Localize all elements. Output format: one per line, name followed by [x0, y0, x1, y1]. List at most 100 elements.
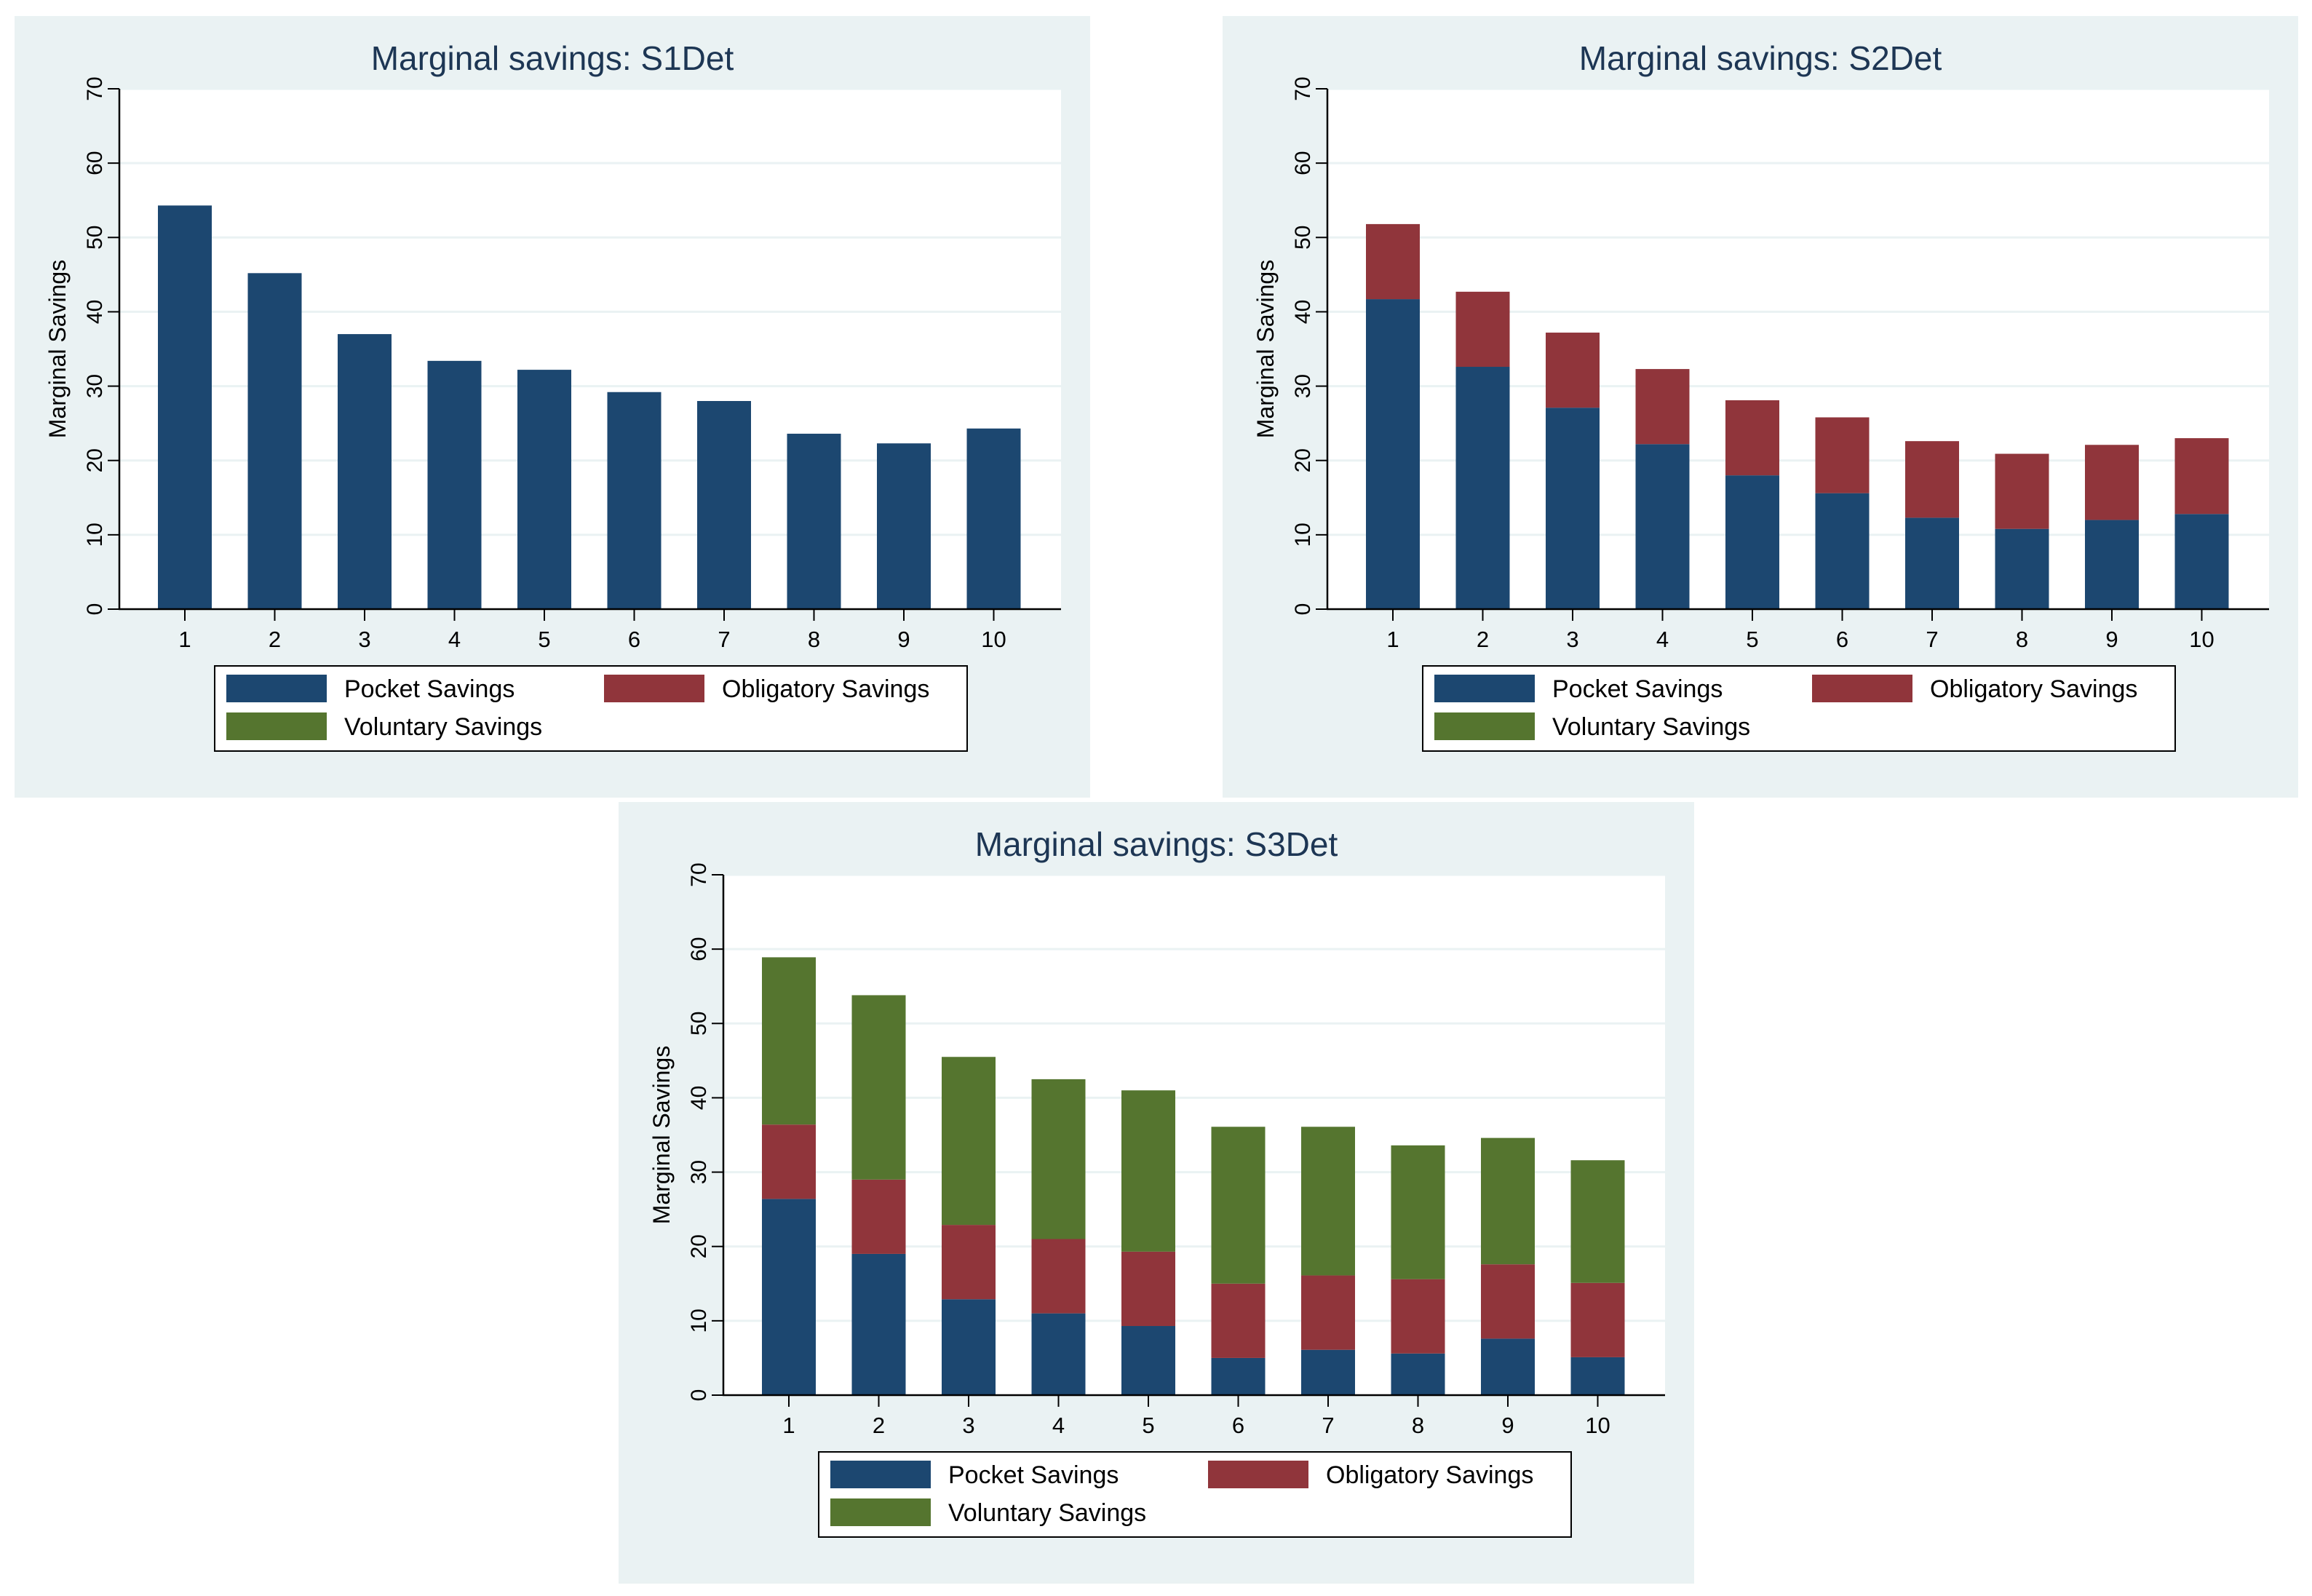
y-axis-title: Marginal Savings: [1252, 260, 1279, 438]
legend-box: [818, 1451, 1572, 1538]
y-tick-label: 40: [83, 300, 107, 324]
bar-obligatory-2: [1455, 291, 1510, 368]
y-tick-label: 0: [687, 1389, 711, 1402]
y-tick-label: 70: [1291, 76, 1315, 100]
bar-pocket-9: [877, 443, 931, 609]
legend-swatch-voluntary: [226, 712, 327, 740]
bar-pocket-6: [607, 392, 662, 609]
legend-label-pocket: Pocket Savings: [1552, 675, 1723, 703]
bar-voluntary-1: [762, 957, 816, 1125]
bar-obligatory-6: [1815, 417, 1870, 493]
chart-panel-s3det: Marginal savings: S3Det 0 10 20 30 40 50 60 70 Ma…: [619, 802, 1694, 1584]
x-tick-label: 9: [2105, 627, 2118, 652]
y-tick-label: 50: [83, 226, 107, 250]
y-axis-title: Marginal Savings: [648, 1046, 675, 1224]
bar-pocket-5: [1121, 1326, 1175, 1395]
y-tick-label: 50: [687, 1012, 711, 1036]
x-tick-label: 1: [1386, 627, 1399, 652]
y-axis-title: Marginal Savings: [44, 260, 71, 438]
bar-obligatory-4: [1635, 369, 1690, 445]
x-tick-label: 8: [2016, 627, 2028, 652]
y-tick-label: 20: [687, 1234, 711, 1258]
y-tick-label: 40: [687, 1086, 711, 1110]
x-tick-label: 5: [1746, 627, 1758, 652]
y-tick-label: 30: [83, 374, 107, 398]
bar-voluntary-6: [1211, 1127, 1266, 1284]
bar-pocket-9: [2085, 520, 2139, 609]
chart-s2det: Marginal savings: S2Det 0 10 20 30 40 50 60 70 Ma…: [1252, 39, 2269, 752]
y-tick-label: 20: [83, 448, 107, 472]
legend-swatch-pocket: [1434, 675, 1535, 702]
x-tick-label: 7: [718, 627, 730, 652]
legend-box: [1422, 665, 2176, 752]
bar-obligatory-5: [1725, 400, 1779, 476]
legend-label-voluntary: Voluntary Savings: [344, 713, 542, 741]
bar-obligatory-8: [1391, 1279, 1445, 1354]
x-tick-label: 4: [1052, 1413, 1065, 1438]
legend-swatch-voluntary: [830, 1498, 931, 1526]
bar-pocket-9: [1481, 1338, 1535, 1395]
y-tick-label: 10: [1291, 523, 1315, 547]
bar-voluntary-2: [851, 995, 906, 1180]
bar-pocket-6: [1815, 493, 1870, 609]
bar-pocket-7: [697, 401, 751, 609]
y-tick-label: 30: [1291, 374, 1315, 398]
x-tick-label: 6: [628, 627, 640, 652]
y-tick-label: 0: [83, 603, 107, 616]
y-tick-label: 20: [1291, 448, 1315, 472]
bar-obligatory-7: [1301, 1275, 1355, 1350]
bar-voluntary-9: [1481, 1138, 1535, 1265]
bar-pocket-4: [1635, 444, 1690, 609]
x-tick-label: 10: [981, 627, 1006, 652]
bar-voluntary-8: [1391, 1145, 1445, 1279]
y-tick-label: 10: [83, 523, 107, 547]
bar-voluntary-10: [1570, 1160, 1625, 1283]
legend-swatch-obligatory: [604, 675, 704, 702]
x-tick-label: 8: [808, 627, 820, 652]
chart-s1det: Marginal savings: S1Det 0 10 20 30 40 50 60 70 Ma…: [44, 39, 1061, 752]
legend-box: [214, 665, 968, 752]
x-tick-label: 6: [1836, 627, 1848, 652]
x-tick-label: 9: [897, 627, 910, 652]
bar-pocket-8: [787, 433, 841, 609]
chart-title: Marginal savings: S3Det: [975, 825, 1338, 863]
legend-swatch-obligatory: [1208, 1461, 1308, 1488]
legend-label-obligatory: Obligatory Savings: [1326, 1461, 1533, 1489]
bar-pocket-4: [427, 360, 482, 609]
x-tick-label: 1: [782, 1413, 795, 1438]
legend-label-pocket: Pocket Savings: [948, 1461, 1119, 1489]
legend-label-pocket: Pocket Savings: [344, 675, 515, 703]
bar-pocket-2: [247, 273, 302, 609]
bar-pocket-1: [158, 205, 212, 610]
y-tick-label: 40: [1291, 300, 1315, 324]
bar-pocket-1: [1366, 299, 1420, 609]
bar-pocket-5: [1725, 475, 1779, 609]
x-tick-label: 8: [1412, 1413, 1424, 1438]
bar-pocket-10: [2174, 514, 2229, 609]
bar-pocket-3: [338, 334, 392, 609]
x-tick-label: 9: [1501, 1413, 1514, 1438]
x-tick-label: 2: [1477, 627, 1489, 652]
bar-obligatory-6: [1211, 1283, 1266, 1358]
bar-pocket-5: [517, 370, 571, 609]
y-tick-label: 60: [83, 151, 107, 175]
x-tick-label: 5: [1142, 1413, 1154, 1438]
bar-pocket-2: [851, 1253, 906, 1395]
chart-title: Marginal savings: S1Det: [371, 39, 734, 77]
chart-panel-s2det: Marginal savings: S2Det 0 10 20 30 40 50 60 70 Ma…: [1223, 16, 2298, 798]
bar-voluntary-3: [942, 1057, 996, 1226]
bar-pocket-3: [942, 1299, 996, 1395]
bar-pocket-3: [1546, 408, 1600, 609]
legend-swatch-pocket: [830, 1461, 931, 1488]
x-tick-label: 5: [538, 627, 550, 652]
bar-pocket-6: [1211, 1357, 1266, 1395]
x-tick-label: 10: [1585, 1413, 1610, 1438]
bar-obligatory-7: [1905, 441, 1959, 518]
bar-pocket-7: [1905, 517, 1959, 609]
bar-obligatory-9: [1481, 1264, 1535, 1339]
bar-voluntary-4: [1031, 1079, 1086, 1239]
bar-pocket-1: [762, 1199, 816, 1395]
x-tick-label: 4: [1656, 627, 1669, 652]
bar-obligatory-10: [2174, 438, 2229, 515]
x-tick-label: 7: [1926, 627, 1938, 652]
